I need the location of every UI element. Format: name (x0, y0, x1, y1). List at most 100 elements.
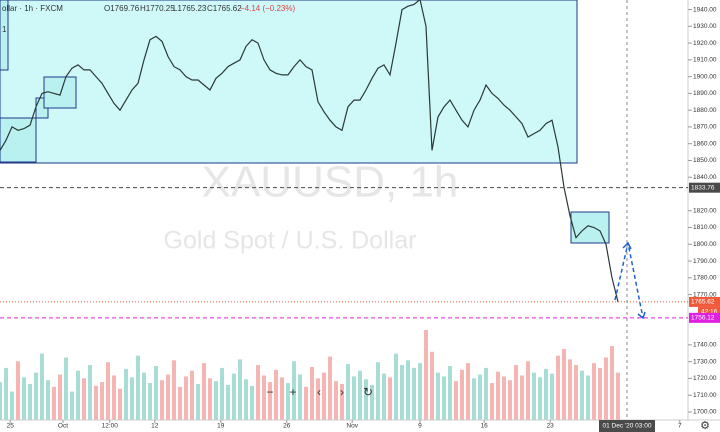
volume-bar (111, 375, 116, 420)
volume-bar (483, 367, 488, 420)
volume-bar (207, 378, 212, 420)
volume-bar (93, 385, 98, 420)
volume-bar (501, 376, 506, 420)
left-marker: 1 (2, 25, 7, 34)
volume-bar (573, 365, 578, 420)
volume-bar (171, 360, 176, 420)
header: ollar · 1h · FXCM O1769.76 H1770.25 L176… (2, 4, 295, 13)
volume-bar (597, 367, 602, 420)
volume-bar (549, 373, 554, 420)
volume-bar (435, 372, 440, 420)
volume-bar (195, 384, 200, 420)
volume-bar (99, 382, 104, 420)
x-tick-label: 12:00 (102, 423, 119, 430)
reset[interactable]: ↻ (363, 385, 373, 399)
volume-bar (57, 374, 62, 420)
volume-bar (411, 367, 416, 420)
change: −4.14 (−0.23%) (240, 4, 295, 13)
volume-bar (375, 362, 380, 420)
volume-bar (327, 356, 332, 420)
volume-bar (21, 377, 26, 420)
zoom-out[interactable]: − (266, 385, 273, 399)
volume-bar (3, 367, 8, 420)
volume-bar (579, 370, 584, 420)
volume-bar (459, 369, 464, 420)
volume-bar (603, 357, 608, 420)
close: C1765.62 (207, 4, 242, 13)
price-axis (688, 0, 720, 432)
y-tick-label: 1700.00 (693, 409, 717, 416)
scroll-right[interactable]: › (340, 385, 344, 399)
volume-bar (465, 363, 470, 420)
scroll-left[interactable]: ‹ (317, 385, 321, 399)
volume-bar (159, 380, 164, 420)
price-label: 1833.76 (691, 184, 715, 191)
volume-bar (261, 375, 266, 420)
price-label-bg (689, 296, 720, 307)
volume-bar (369, 384, 374, 420)
zone-rectangle (0, 0, 578, 164)
x-tick-label: 12 (151, 423, 159, 430)
volume-bar (381, 373, 386, 420)
settings[interactable]: ⚙ (700, 420, 710, 432)
volume-bar (51, 386, 56, 420)
countdown: 42:16 (701, 309, 718, 316)
y-tick-label: 1730.00 (693, 358, 717, 365)
volume-bar (453, 381, 458, 420)
volume-bar (285, 383, 290, 420)
x-tick-label: 7 (678, 423, 682, 430)
x-tick-label: 16 (481, 423, 489, 430)
x-tick-label: Nov (346, 423, 358, 430)
y-tick-label: 1770.00 (693, 291, 717, 298)
volume-bar (45, 380, 50, 420)
volume-bar (387, 377, 392, 420)
volume-bar (507, 380, 512, 420)
volume-bar (609, 346, 614, 420)
x-tick-label: 25 (7, 423, 15, 430)
volume-bar (429, 351, 434, 420)
y-tick-label: 1810.00 (693, 224, 717, 231)
volume-bar (393, 353, 398, 420)
y-tick-label: 1910.00 (693, 57, 717, 64)
symbol: ollar · 1h · FXCM (2, 4, 63, 13)
x-tick-label: 23 (547, 423, 555, 430)
watermark-name: Gold Spot / U.S. Dollar (164, 227, 417, 255)
countdown-bg (698, 306, 720, 317)
volume-bar (333, 381, 338, 420)
volume-bar (33, 372, 38, 420)
volume-bar (363, 379, 368, 420)
volume-bar (321, 372, 326, 420)
volume-bar (81, 378, 86, 420)
price-label-bg (689, 312, 720, 323)
volume-bar (513, 365, 518, 420)
volume-bar (243, 379, 248, 420)
volume-bar (519, 375, 524, 420)
low: L1765.23 (173, 4, 207, 13)
volume-bar (585, 375, 590, 420)
volume-bar (405, 360, 410, 420)
x-tick-label: 26 (283, 423, 291, 430)
volume-bar (231, 373, 236, 420)
volume-bar (399, 365, 404, 420)
volume-bar (489, 383, 494, 420)
volume-bar (117, 388, 122, 420)
volume-bar (15, 361, 20, 420)
y-tick-label: 1850.00 (693, 157, 717, 164)
volume-bar (39, 353, 44, 420)
volume-bar (357, 370, 362, 420)
volume-bar (183, 376, 188, 420)
volume-bar (591, 363, 596, 420)
zoom-in[interactable]: + (289, 385, 296, 399)
price-label: 1765.62 (691, 299, 715, 306)
y-tick-label: 1720.00 (693, 375, 717, 382)
volume-bar (177, 386, 182, 420)
volume-bar (105, 362, 110, 420)
volume-bar (249, 385, 254, 420)
volume-bar (531, 372, 536, 420)
volume-bar (561, 348, 566, 420)
y-tick-label: 1880.00 (693, 107, 717, 114)
volume-bar (201, 363, 206, 420)
volume-bar (567, 359, 572, 420)
y-tick-label: 1800.00 (693, 241, 717, 248)
